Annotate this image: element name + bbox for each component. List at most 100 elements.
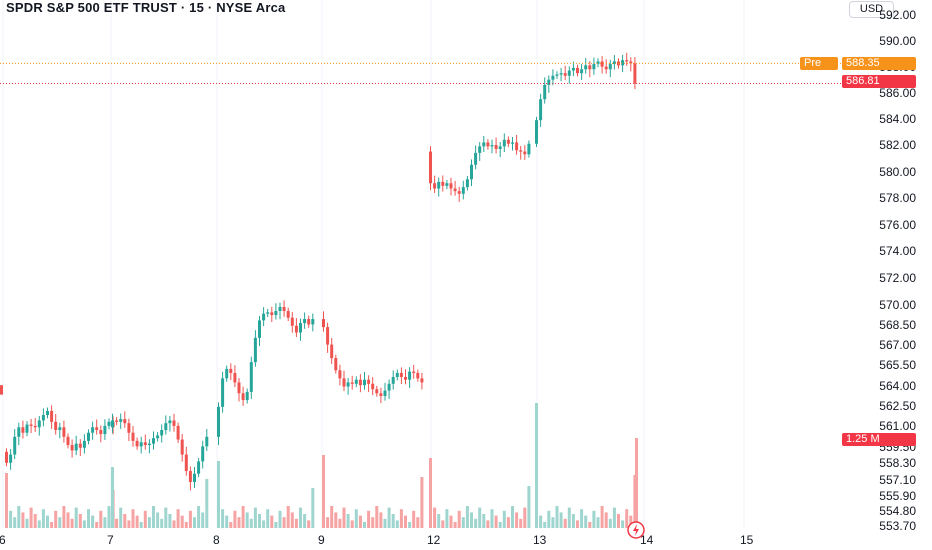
candle <box>221 378 225 407</box>
candle <box>282 306 286 311</box>
volume-bar <box>233 510 237 528</box>
volume-bar <box>111 467 114 528</box>
candle <box>241 393 245 401</box>
candle <box>111 420 114 428</box>
candle <box>330 344 334 359</box>
candle <box>245 391 249 401</box>
candle <box>62 427 66 437</box>
candle <box>266 312 270 314</box>
volume-bar <box>399 509 403 528</box>
candle <box>180 439 184 455</box>
candle <box>9 454 13 463</box>
volume-bar <box>506 517 510 528</box>
volume-bar <box>420 477 424 528</box>
candle <box>408 371 412 380</box>
candle <box>363 379 366 386</box>
candle <box>625 60 629 62</box>
price-tick-label: 590.00 <box>879 34 916 48</box>
volume-bar <box>262 520 266 528</box>
volume-bar <box>478 507 482 528</box>
volume-bar <box>91 515 95 528</box>
volume-bar <box>139 522 143 528</box>
candle <box>445 183 449 186</box>
price-tick-label: 562.50 <box>879 398 916 413</box>
volume-bars <box>5 403 638 528</box>
candle <box>160 429 164 436</box>
volume-bar <box>600 506 604 528</box>
volume-bar <box>330 506 334 528</box>
candle <box>152 438 155 444</box>
candle <box>429 151 432 184</box>
volume-bar <box>135 515 139 528</box>
candle <box>139 442 143 447</box>
volume-bar <box>131 509 135 528</box>
volume-bar <box>567 507 571 528</box>
volume-bar <box>258 514 261 528</box>
volume-bar <box>294 518 298 528</box>
candle <box>54 421 58 430</box>
candle <box>172 420 176 426</box>
lightning-icon[interactable] <box>626 520 646 540</box>
volume-bar <box>563 518 567 528</box>
candle <box>621 60 625 66</box>
volume-bar <box>225 515 229 528</box>
price-tick-label: 561.00 <box>879 419 916 434</box>
volume-badge: 1.25 M <box>842 433 916 446</box>
volume-bar <box>391 514 395 528</box>
volume-bar <box>119 507 123 528</box>
candle <box>249 362 253 392</box>
volume-bar <box>346 514 350 528</box>
volume-bar <box>441 520 445 528</box>
candle <box>115 420 119 422</box>
volume-bar <box>237 517 241 528</box>
candle <box>506 139 510 144</box>
volume-bar <box>62 506 66 528</box>
price-tick-label: 570.00 <box>879 297 916 312</box>
volume-bar <box>592 510 596 528</box>
candle <box>82 440 86 448</box>
price-tick-label: 586.00 <box>879 86 916 100</box>
volume-bar <box>307 520 311 528</box>
volume-bar <box>523 507 527 528</box>
price-tick-label: 576.00 <box>879 217 916 232</box>
candle <box>197 461 201 474</box>
volume-bar <box>408 522 412 528</box>
price-tick-label: 578.00 <box>879 191 916 206</box>
candle <box>201 446 205 462</box>
candle <box>494 145 498 149</box>
candle <box>95 427 99 430</box>
candle <box>188 470 192 482</box>
volume-bar <box>453 522 457 528</box>
volume-bar <box>445 509 449 528</box>
volume-bar <box>274 522 278 528</box>
time-tick-label: 14 <box>640 533 654 547</box>
candle <box>262 313 266 321</box>
candle <box>46 410 49 416</box>
volume-bar <box>33 514 37 528</box>
candle <box>307 319 311 325</box>
volume-bar <box>249 518 253 528</box>
candle <box>465 179 469 188</box>
volume-bar <box>201 512 205 528</box>
candle <box>511 142 514 144</box>
candle <box>474 152 478 165</box>
volume-bar <box>205 479 209 528</box>
candle <box>596 61 600 65</box>
candle <box>217 406 220 437</box>
volume-bar <box>58 517 62 528</box>
candle <box>539 99 543 121</box>
volume-bar <box>449 515 453 528</box>
volume-bar <box>519 518 523 528</box>
candle <box>571 67 575 71</box>
candle <box>515 142 519 151</box>
candle <box>326 327 330 345</box>
volume-bar <box>395 520 399 528</box>
time-tick-label: 6 <box>0 533 6 547</box>
volume-bar <box>17 506 21 528</box>
candle <box>449 183 453 189</box>
currency-button[interactable]: USD <box>849 1 894 18</box>
volume-bar <box>147 517 151 528</box>
volume-bar <box>604 512 608 528</box>
price-tick-label: 554.80 <box>879 504 916 519</box>
